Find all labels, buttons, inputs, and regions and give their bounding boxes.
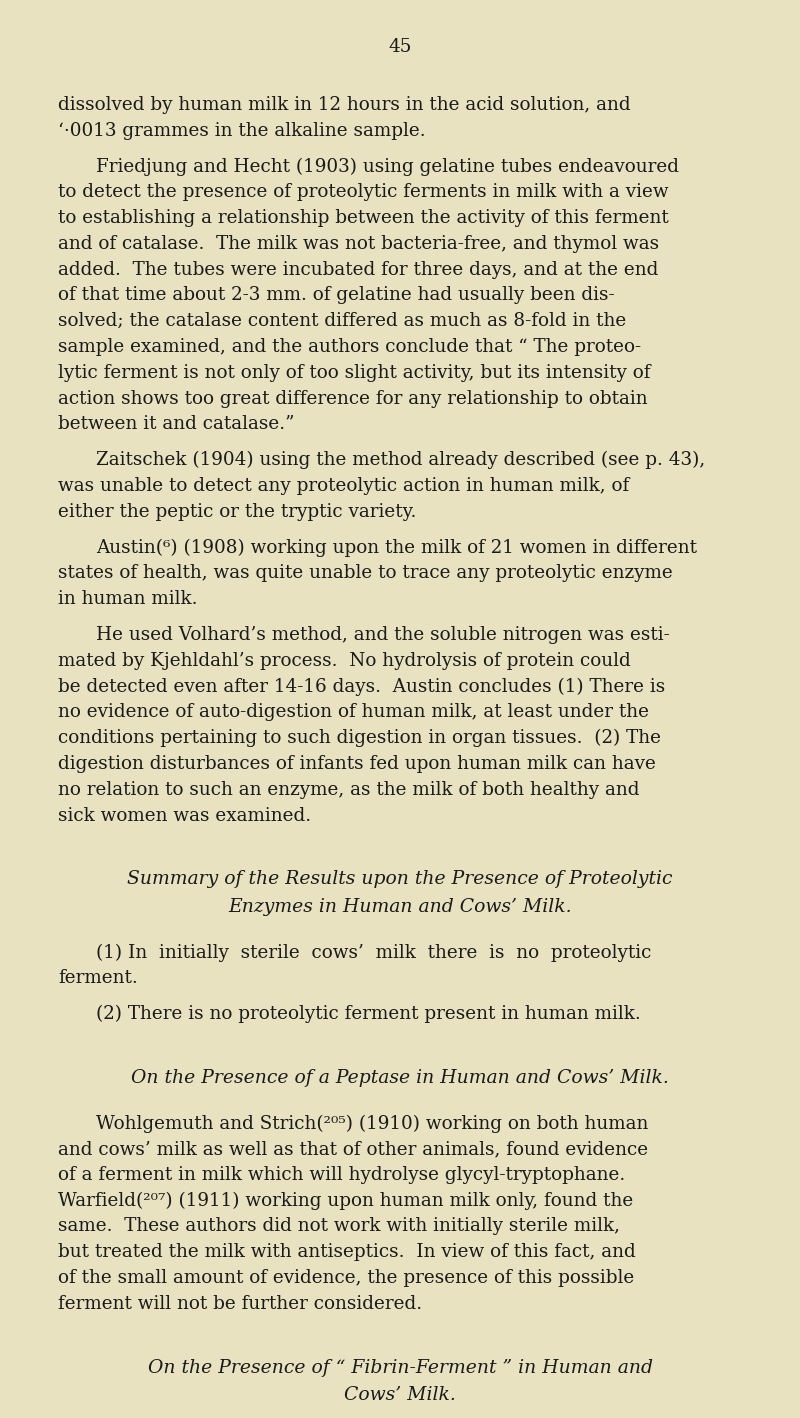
Text: be detected even after 14-16 days.  Austin concludes (1) There is: be detected even after 14-16 days. Austi… [58, 678, 666, 696]
Text: digestion disturbances of infants fed upon human milk can have: digestion disturbances of infants fed up… [58, 754, 656, 773]
Text: same.  These authors did not work with initially sterile milk,: same. These authors did not work with in… [58, 1218, 620, 1235]
Text: Cows’ Milk.: Cows’ Milk. [344, 1387, 456, 1404]
Text: On the Presence of “ Fibrin-Ferment ” in Human and: On the Presence of “ Fibrin-Ferment ” in… [147, 1358, 653, 1377]
Text: to detect the presence of proteolytic ferments in milk with a view: to detect the presence of proteolytic fe… [58, 183, 669, 201]
Text: was unable to detect any proteolytic action in human milk, of: was unable to detect any proteolytic act… [58, 476, 630, 495]
Text: mated by Kjehldahl’s process.  No hydrolysis of protein could: mated by Kjehldahl’s process. No hydroly… [58, 652, 630, 669]
Text: On the Presence of a Peptase in Human and Cows’ Milk.: On the Presence of a Peptase in Human an… [131, 1069, 669, 1086]
Text: of that time about 2-3 mm. of gelatine had usually been dis-: of that time about 2-3 mm. of gelatine h… [58, 286, 614, 305]
Text: but treated the milk with antiseptics.  In view of this fact, and: but treated the milk with antiseptics. I… [58, 1244, 636, 1261]
Text: ‘·0013 grammes in the alkaline sample.: ‘·0013 grammes in the alkaline sample. [58, 122, 426, 139]
Text: to establishing a relationship between the activity of this ferment: to establishing a relationship between t… [58, 208, 669, 227]
Text: conditions pertaining to such digestion in organ tissues.  (2) The: conditions pertaining to such digestion … [58, 729, 661, 747]
Text: Austin(⁶) (1908) working upon the milk of 21 women in different: Austin(⁶) (1908) working upon the milk o… [96, 539, 697, 557]
Text: He used Volhard’s method, and the soluble nitrogen was esti-: He used Volhard’s method, and the solubl… [96, 625, 670, 644]
Text: (2) There is no proteolytic ferment present in human milk.: (2) There is no proteolytic ferment pres… [96, 1005, 641, 1024]
Text: Wohlgemuth and Strich(²⁰⁵) (1910) working on both human: Wohlgemuth and Strich(²⁰⁵) (1910) workin… [96, 1115, 648, 1133]
Text: in human milk.: in human milk. [58, 590, 198, 608]
Text: of a ferment in milk which will hydrolyse glycyl-tryptophane.: of a ferment in milk which will hydrolys… [58, 1166, 626, 1184]
Text: lytic ferment is not only of too slight activity, but its intensity of: lytic ferment is not only of too slight … [58, 364, 650, 381]
Text: action shows too great difference for any relationship to obtain: action shows too great difference for an… [58, 390, 648, 407]
Text: sample examined, and the authors conclude that “ The proteo-: sample examined, and the authors conclud… [58, 337, 641, 356]
Text: Zaitschek (1904) using the method already described (see p. 43),: Zaitschek (1904) using the method alread… [96, 451, 706, 469]
Text: either the peptic or the tryptic variety.: either the peptic or the tryptic variety… [58, 503, 416, 520]
Text: added.  The tubes were incubated for three days, and at the end: added. The tubes were incubated for thre… [58, 261, 658, 278]
Text: states of health, was quite unable to trace any proteolytic enzyme: states of health, was quite unable to tr… [58, 564, 673, 583]
Text: sick women was examined.: sick women was examined. [58, 807, 311, 825]
Text: between it and catalase.”: between it and catalase.” [58, 415, 294, 434]
Text: ferment.: ferment. [58, 968, 138, 987]
Text: Summary of the Results upon the Presence of Proteolytic: Summary of the Results upon the Presence… [127, 871, 673, 889]
Text: Warfield(²⁰⁷) (1911) working upon human milk only, found the: Warfield(²⁰⁷) (1911) working upon human … [58, 1191, 634, 1210]
Text: and cows’ milk as well as that of other animals, found evidence: and cows’ milk as well as that of other … [58, 1140, 648, 1159]
Text: no evidence of auto-digestion of human milk, at least under the: no evidence of auto-digestion of human m… [58, 703, 649, 722]
Text: (1) In  initially  sterile  cows’  milk  there  is  no  proteolytic: (1) In initially sterile cows’ milk ther… [96, 943, 651, 961]
Text: and of catalase.  The milk was not bacteria-free, and thymol was: and of catalase. The milk was not bacter… [58, 235, 659, 252]
Text: of the small amount of evidence, the presence of this possible: of the small amount of evidence, the pre… [58, 1269, 634, 1288]
Text: dissolved by human milk in 12 hours in the acid solution, and: dissolved by human milk in 12 hours in t… [58, 96, 630, 113]
Text: 45: 45 [388, 38, 412, 55]
Text: ferment will not be further considered.: ferment will not be further considered. [58, 1295, 422, 1313]
Text: no relation to such an enzyme, as the milk of both healthy and: no relation to such an enzyme, as the mi… [58, 781, 639, 798]
Text: Enzymes in Human and Cows’ Milk.: Enzymes in Human and Cows’ Milk. [228, 898, 572, 916]
Text: Friedjung and Hecht (1903) using gelatine tubes endeavoured: Friedjung and Hecht (1903) using gelatin… [96, 157, 679, 176]
Text: solved; the catalase content differed as much as 8-fold in the: solved; the catalase content differed as… [58, 312, 626, 330]
